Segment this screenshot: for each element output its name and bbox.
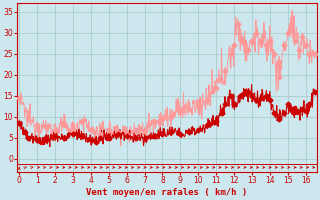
X-axis label: Vent moyen/en rafales ( km/h ): Vent moyen/en rafales ( km/h ) <box>86 188 248 197</box>
